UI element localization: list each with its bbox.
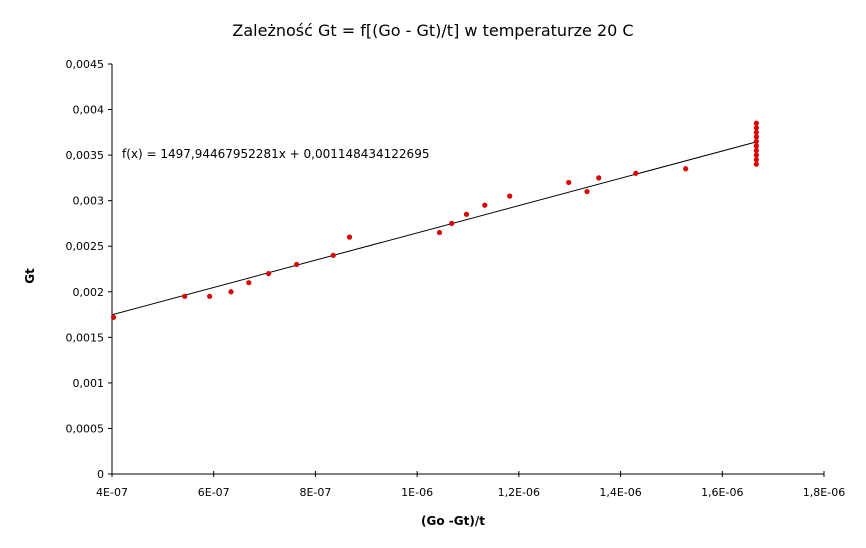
x-axis-label: (Go -Gt)/t bbox=[421, 514, 485, 528]
y-tick-label: 0 bbox=[97, 468, 104, 481]
y-tick-label: 0,004 bbox=[73, 104, 105, 117]
chart-title: Zależność Gt = f[(Go - Gt)/t] w temperat… bbox=[232, 21, 633, 40]
data-point bbox=[482, 202, 488, 208]
y-tick-label: 0,001 bbox=[73, 377, 105, 390]
data-point bbox=[346, 234, 353, 240]
x-tick-label: 1,8E-06 bbox=[803, 486, 845, 499]
data-point bbox=[182, 293, 188, 299]
data-point bbox=[566, 179, 572, 186]
data-point bbox=[753, 147, 759, 154]
data-point bbox=[753, 143, 759, 149]
data-points bbox=[110, 120, 759, 320]
data-point bbox=[753, 125, 759, 131]
y-tick-label: 0,0045 bbox=[66, 58, 105, 71]
x-tick-label: 6E-07 bbox=[198, 486, 230, 499]
trendline-equation: f(x) = 1497,94467952281x + 0,00114843412… bbox=[122, 147, 429, 161]
x-tick-label: 1,4E-06 bbox=[599, 486, 641, 499]
data-point bbox=[228, 289, 234, 295]
x-tick-label: 1,6E-06 bbox=[701, 486, 743, 499]
data-point bbox=[266, 270, 272, 277]
data-point bbox=[633, 170, 639, 176]
data-point bbox=[753, 157, 759, 163]
trend-line bbox=[111, 141, 757, 316]
data-point bbox=[596, 175, 602, 181]
x-tick-label: 1,2E-06 bbox=[498, 486, 540, 499]
y-axis-label: Gt bbox=[23, 268, 37, 284]
data-point bbox=[753, 134, 759, 140]
data-point bbox=[507, 193, 513, 199]
chart-axes bbox=[111, 64, 824, 475]
data-point bbox=[449, 220, 455, 227]
data-point bbox=[753, 129, 759, 135]
data-point bbox=[294, 261, 300, 268]
y-tick-label: 0,0005 bbox=[66, 422, 105, 435]
data-point bbox=[753, 152, 759, 158]
y-tick-label: 0,0015 bbox=[66, 331, 105, 344]
data-point bbox=[753, 161, 759, 167]
y-tick-label: 0,002 bbox=[73, 286, 105, 299]
data-point bbox=[207, 293, 213, 299]
data-point bbox=[463, 211, 470, 217]
x-tick-label: 4E-07 bbox=[96, 486, 128, 499]
data-point bbox=[110, 314, 117, 320]
y-tick-label: 0,0025 bbox=[66, 240, 105, 253]
data-point bbox=[246, 280, 252, 286]
data-point bbox=[753, 120, 759, 126]
y-tick-label: 0,003 bbox=[73, 195, 105, 208]
y-tick-label: 0,0035 bbox=[66, 149, 105, 162]
data-point bbox=[584, 188, 590, 195]
x-tick-label: 8E-07 bbox=[299, 486, 331, 499]
data-point bbox=[683, 166, 689, 172]
tick-labels: 4E-07 6E-07 8E-07 1E-06 1,2E-06 1,4E-06 1,6E-0… bbox=[66, 58, 846, 499]
data-point bbox=[753, 138, 759, 145]
data-point bbox=[436, 229, 443, 236]
data-point bbox=[330, 252, 336, 258]
x-tick-label: 1E-06 bbox=[401, 486, 433, 499]
